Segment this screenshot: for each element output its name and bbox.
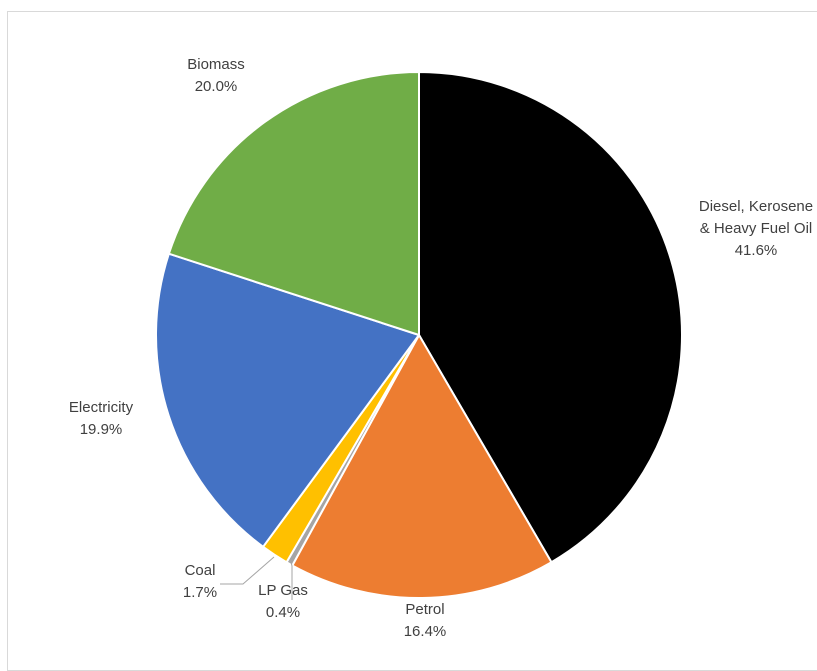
data-label-name: Petrol <box>405 601 444 618</box>
data-label-value: 1.7% <box>183 584 217 601</box>
pie-slices <box>155 71 683 599</box>
data-label-petrol: Petrol 16.4% <box>404 601 447 640</box>
data-label-value: 20.0% <box>195 78 238 95</box>
data-label-biomass: Biomass 20.0% <box>187 56 245 95</box>
data-label-electricity: Electricity 19.9% <box>69 399 134 438</box>
data-label-name: & Heavy Fuel Oil <box>700 220 813 237</box>
data-labels: Diesel, Kerosene & Heavy Fuel Oil 41.6% Pet… <box>69 56 813 640</box>
data-label-diesel-kerosene: Diesel, Kerosene & Heavy Fuel Oil 41.6% <box>699 198 813 259</box>
data-label-name: Coal <box>185 562 216 579</box>
pie-chart: Diesel, Kerosene & Heavy Fuel Oil 41.6% Pet… <box>69 56 813 640</box>
pie-slice-biomass <box>167 71 420 336</box>
data-label-value: 19.9% <box>80 421 123 438</box>
data-label-name: Electricity <box>69 399 134 416</box>
data-label-value: 16.4% <box>404 623 447 640</box>
pie-slice-electricity <box>155 252 420 548</box>
data-label-name: Biomass <box>187 56 245 73</box>
data-label-value: 0.4% <box>266 604 300 621</box>
leader-lines <box>220 556 293 600</box>
data-label-coal: Coal 1.7% <box>183 562 217 601</box>
leader-line-lp-gas <box>290 561 293 600</box>
pie-slice-petrol <box>291 334 553 599</box>
data-label-lp-gas: LP Gas 0.4% <box>258 582 308 621</box>
leader-line-coal <box>220 556 275 585</box>
data-label-value: 41.6% <box>735 242 778 259</box>
data-label-name: LP Gas <box>258 582 308 599</box>
data-label-name: Diesel, Kerosene <box>699 198 813 215</box>
pie-slice-diesel-kerosene <box>418 71 683 564</box>
